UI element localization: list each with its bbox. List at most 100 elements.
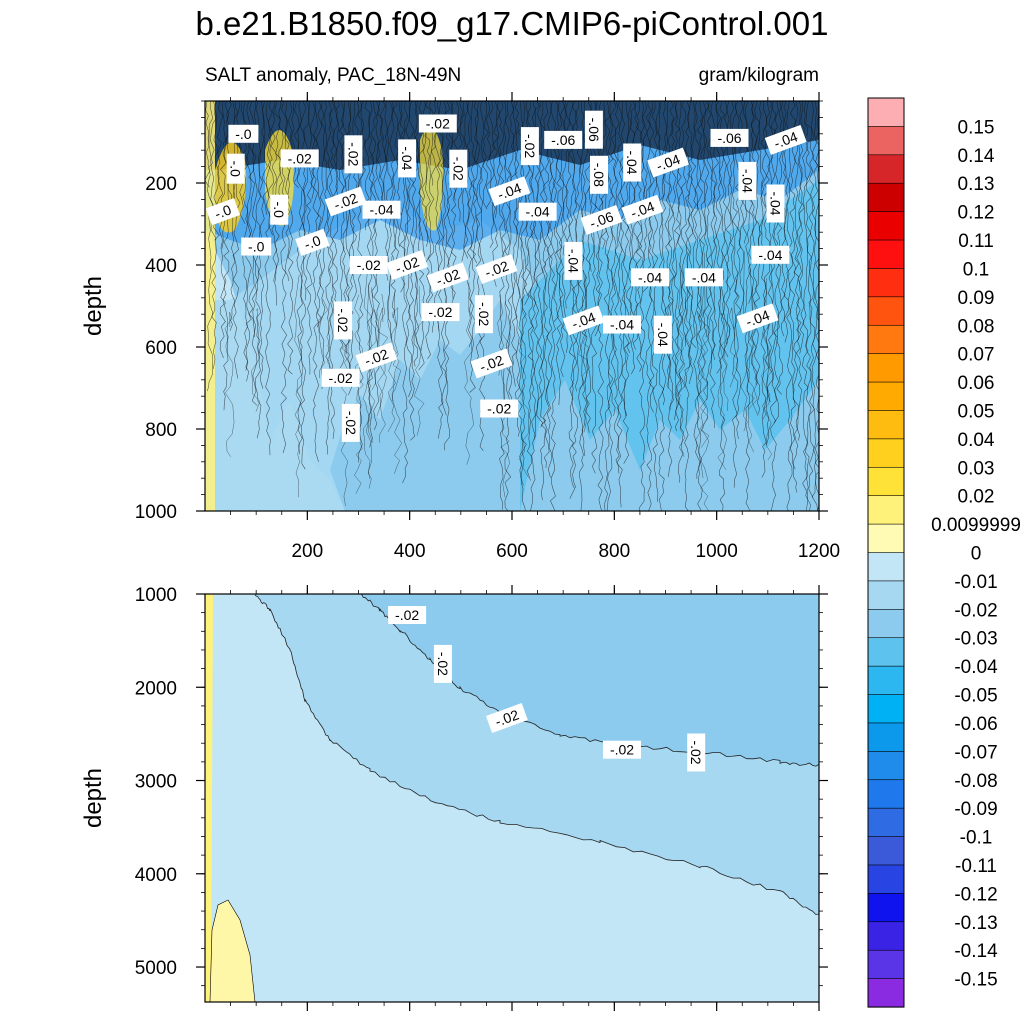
y-tick-label: 5000	[135, 958, 177, 979]
upper-contour-line	[325, 101, 332, 455]
upper-contour-line	[536, 101, 544, 428]
contour-label-box	[687, 733, 706, 772]
contour-label-text: -.02	[476, 302, 492, 326]
contour-label: -.04	[738, 161, 757, 200]
upper-contour-line	[500, 300, 511, 498]
colorbar-label: 0.11	[958, 231, 994, 252]
upper-contour-line	[224, 312, 235, 457]
contour-label-text: -.04	[744, 307, 772, 330]
y-tick-label: 1000	[135, 502, 177, 523]
lower-x-axis	[230, 585, 820, 1011]
y-tick-label: 3000	[135, 772, 177, 793]
contour-label-text: -.02	[335, 308, 351, 332]
lower-contour-line-1	[254, 594, 819, 915]
contour-label-text: -.0	[248, 239, 265, 255]
upper-contour-line	[264, 101, 271, 456]
contour-label: -.04	[562, 305, 605, 336]
upper-contour-line	[638, 101, 646, 511]
upper-contour-line	[248, 101, 255, 338]
y-tick-label: 2000	[135, 678, 177, 699]
upper-contour-line	[717, 251, 728, 470]
colorbar-swatch	[867, 949, 905, 980]
colorbar-label: -0.05	[954, 686, 997, 707]
colorbar-label: -0.12	[954, 884, 997, 905]
colorbar-swatch	[867, 296, 905, 326]
colorbar-swatch	[867, 921, 905, 951]
contour-label: -.06	[710, 128, 749, 147]
contour-label-box	[653, 315, 672, 354]
upper-contour-line	[340, 309, 351, 507]
y-tick-label: 400	[145, 256, 177, 277]
colorbar-label: 0.13	[958, 174, 995, 195]
upper-contour-line	[811, 101, 819, 511]
contour-label: -.02	[433, 644, 452, 683]
upper-contour-line	[795, 101, 803, 441]
upper-contour-line	[616, 101, 624, 508]
upper-contour-line	[745, 267, 755, 453]
upper-contour-line	[312, 101, 320, 462]
upper-contour-line	[383, 101, 389, 281]
upper-contour-line	[610, 101, 617, 416]
upper-contour-line	[696, 101, 703, 511]
y-tick-label: 1000	[135, 585, 177, 606]
upper-contour-line	[671, 101, 678, 420]
contour-label-text: -.02	[477, 352, 505, 375]
colorbar-label: -0.01	[954, 572, 997, 593]
colorbar-frame	[867, 97, 905, 1008]
contour-label-box	[580, 204, 623, 235]
upper-contour-line	[229, 101, 236, 331]
contour-label: -.02	[485, 703, 528, 733]
colorbar-swatch	[867, 353, 905, 383]
upper-contour-line	[542, 101, 550, 468]
contour-label-box	[590, 155, 608, 194]
upper-contour-line	[485, 101, 492, 208]
upper-contour-line	[770, 101, 777, 511]
upper-contour-line	[539, 101, 547, 501]
contour-label-text: -.06	[587, 208, 615, 231]
lower-contour-labels: -.02 -.02 -.02 -.02 -.02	[388, 606, 706, 772]
contour-label-text: -.04	[739, 169, 755, 193]
contour-label: -.04	[764, 124, 807, 155]
contour-label-text: -.04	[638, 269, 662, 285]
colorbar-label: 0.14	[958, 146, 995, 167]
colorbar-swatch	[867, 665, 905, 696]
x-tick-label: 1000	[696, 541, 738, 562]
contour-label-text: -.02	[395, 607, 419, 623]
upper-contour-line	[645, 101, 652, 511]
contour-label: -.02	[470, 348, 513, 379]
upper-contour-line	[287, 101, 294, 375]
contour-label: -.02	[520, 127, 539, 166]
right-subtitle: gram/kilogram	[699, 65, 819, 86]
upper-contour-line	[814, 101, 819, 511]
upper-contour-line	[558, 101, 566, 377]
contour-label-text: -.04	[654, 151, 682, 174]
upper-contour-line	[469, 101, 476, 393]
upper-warm-patch-3	[420, 127, 444, 231]
contour-label: -.04	[647, 147, 690, 178]
colorbar-swatch	[867, 580, 905, 610]
contour-label-box	[280, 149, 319, 168]
contour-label-text: -.0	[302, 232, 323, 253]
contour-label-text: -.04	[768, 191, 784, 215]
colorbar-swatch	[867, 410, 905, 440]
contour-label-box	[764, 124, 807, 155]
colorbar-label: 0.1	[963, 259, 989, 280]
upper-contour-line	[546, 101, 553, 478]
upper-contour-line	[699, 252, 710, 448]
lower-field: -.02 -.02 -.02 -.02 -.02	[205, 594, 819, 1002]
contour-label-box	[736, 303, 779, 334]
upper-contour-line	[510, 101, 518, 387]
left-subtitle: SALT anomaly, PAC_18N-49N	[205, 65, 461, 86]
colorbar-swatch	[867, 836, 905, 866]
contour-label: -.04	[621, 194, 664, 225]
upper-contour-line	[380, 101, 387, 221]
upper-contour-line	[757, 101, 764, 252]
contour-label-box	[386, 250, 429, 280]
colorbar-label: -0.07	[954, 742, 997, 763]
contour-label-box	[398, 139, 417, 178]
colorbar-label: -0.1	[960, 828, 993, 849]
upper-contour-line	[680, 101, 687, 347]
contour-label-box	[228, 124, 259, 143]
contour-label-box	[562, 305, 605, 336]
x-tick-label: 200	[291, 541, 323, 562]
